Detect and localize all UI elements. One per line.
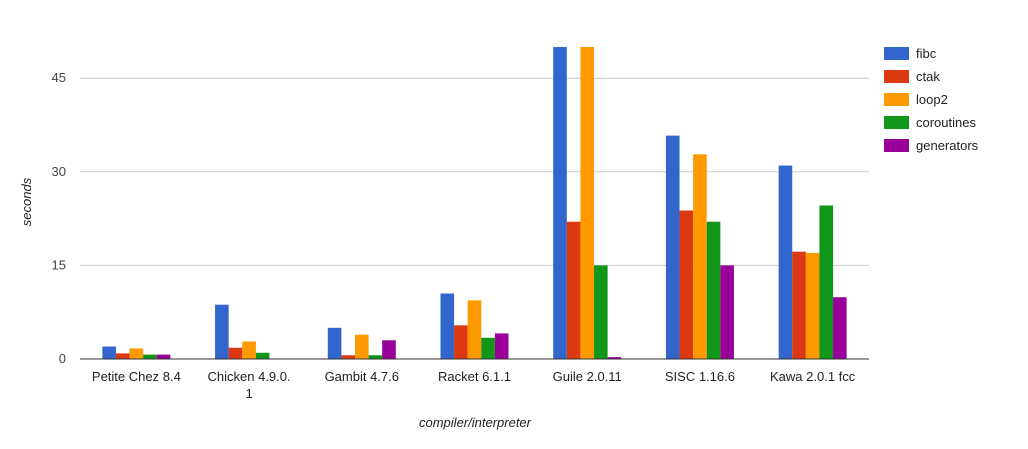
bar-ctak bbox=[341, 355, 355, 359]
x-tick-label-line: Gambit 4.7.6 bbox=[325, 369, 399, 384]
legend-label: ctak bbox=[916, 69, 940, 84]
bar-generators bbox=[156, 354, 171, 359]
legend-swatch-fibc bbox=[884, 47, 909, 60]
legend: fibc ctak loop2 coroutines generators bbox=[884, 46, 979, 153]
bar-loop2 bbox=[805, 252, 820, 359]
x-tick-labels: Petite Chez 8.4 Chicken 4.9.0. 1 Gambit 4.7… bbox=[92, 369, 856, 401]
bar-fibc bbox=[215, 304, 229, 359]
x-tick-label: Chicken 4.9.0. 1 bbox=[208, 369, 291, 401]
x-tick-label-line: Guile 2.0.11 bbox=[553, 369, 622, 384]
bar-coroutines bbox=[819, 205, 834, 359]
bar-fibc bbox=[665, 135, 680, 359]
x-tick-label-line: 1 bbox=[245, 386, 252, 401]
bar-coroutines bbox=[255, 352, 270, 359]
bar-coroutines bbox=[368, 355, 383, 359]
y-tick-label: 45 bbox=[52, 70, 66, 85]
x-tick-label: SISC 1.16.6 bbox=[665, 369, 735, 384]
bar-ctak bbox=[566, 221, 581, 359]
bar-ctak bbox=[454, 325, 468, 359]
legend-label: fibc bbox=[916, 46, 937, 61]
bar-generators bbox=[382, 340, 396, 359]
legend-swatch-ctak bbox=[884, 70, 909, 83]
x-tick-label-line: Racket 6.1.1 bbox=[438, 369, 511, 384]
x-tick-label: Kawa 2.0.1 fcc bbox=[770, 369, 856, 384]
bar-ctak bbox=[115, 353, 130, 359]
x-tick-label-line: Petite Chez 8.4 bbox=[92, 369, 181, 384]
bar-ctak bbox=[679, 210, 694, 359]
bar-coroutines bbox=[706, 221, 721, 359]
gridlines bbox=[80, 77, 869, 266]
bar-coroutines bbox=[594, 265, 608, 359]
legend-swatch-coroutines bbox=[884, 116, 909, 129]
bar-fibc bbox=[778, 165, 793, 359]
y-tick-label: 30 bbox=[52, 164, 66, 179]
bars bbox=[102, 47, 847, 359]
bar-fibc bbox=[327, 327, 342, 359]
bar-fibc bbox=[440, 293, 455, 359]
x-tick-label: Gambit 4.7.6 bbox=[325, 369, 399, 384]
x-tick-label-line: SISC 1.16.6 bbox=[665, 369, 735, 384]
bar-ctak bbox=[792, 251, 806, 359]
bar-fibc bbox=[102, 346, 116, 359]
x-tick-label: Petite Chez 8.4 bbox=[92, 369, 181, 384]
bar-generators bbox=[720, 265, 734, 359]
bar-loop2 bbox=[354, 334, 369, 359]
bar-generators bbox=[494, 333, 509, 359]
x-tick-label: Racket 6.1.1 bbox=[438, 369, 511, 384]
y-tick-labels: 0 15 30 45 bbox=[52, 70, 66, 366]
y-axis-label: seconds bbox=[19, 177, 34, 226]
legend-label: coroutines bbox=[916, 115, 976, 130]
bar-generators bbox=[833, 297, 847, 359]
bar-ctak bbox=[228, 347, 243, 359]
bar-fibc bbox=[553, 47, 567, 359]
bar-loop2 bbox=[580, 47, 595, 359]
bar-loop2 bbox=[467, 300, 482, 359]
legend-label: generators bbox=[916, 138, 979, 153]
bar-generators bbox=[607, 357, 622, 359]
x-tick-label: Guile 2.0.11 bbox=[553, 369, 622, 384]
bar-coroutines bbox=[481, 337, 495, 359]
x-tick-label-line: Chicken 4.9.0. bbox=[208, 369, 291, 384]
bar-loop2 bbox=[242, 341, 256, 359]
y-tick-label: 0 bbox=[59, 351, 66, 366]
y-tick-label: 15 bbox=[52, 257, 66, 272]
x-tick-label-line: Kawa 2.0.1 fcc bbox=[770, 369, 856, 384]
bar-coroutines bbox=[143, 354, 157, 359]
legend-swatch-generators bbox=[884, 139, 909, 152]
x-axis-label: compiler/interpreter bbox=[419, 415, 532, 430]
bar-loop2 bbox=[129, 348, 144, 359]
bar-loop2 bbox=[693, 154, 707, 359]
legend-swatch-loop2 bbox=[884, 93, 909, 106]
legend-label: loop2 bbox=[916, 92, 948, 107]
